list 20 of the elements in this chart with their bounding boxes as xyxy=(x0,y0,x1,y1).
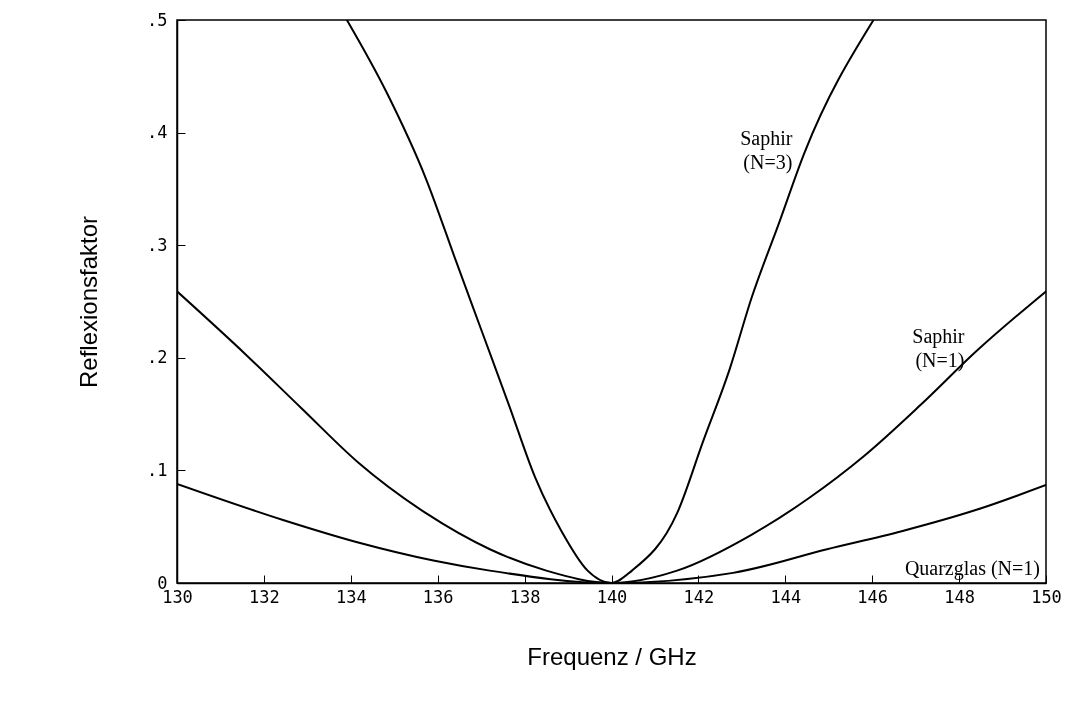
y-tick-label: .5 xyxy=(147,9,168,30)
x-tick-label: 146 xyxy=(857,586,889,607)
x-tick-label: 150 xyxy=(1031,586,1062,607)
x-tick-label: 138 xyxy=(509,586,541,607)
x-tick-label: 148 xyxy=(944,586,975,607)
x-axis-title: Frequenz / GHz xyxy=(527,642,697,670)
x-tick-label: 144 xyxy=(770,586,802,607)
x-tick-label: 134 xyxy=(335,586,367,607)
x-tick-label: 140 xyxy=(596,586,628,607)
y-tick-label: .4 xyxy=(147,122,168,143)
series-label: Saphir (N=3) xyxy=(740,126,793,174)
x-tick-label: 142 xyxy=(683,586,715,607)
series-label: Saphir (N=1) xyxy=(912,325,965,373)
x-tick-label: 132 xyxy=(249,586,280,607)
x-tick-label: 136 xyxy=(422,586,454,607)
y-tick-label: .1 xyxy=(147,459,168,480)
y-tick-label: .2 xyxy=(147,347,168,368)
y-tick-label: .3 xyxy=(147,234,168,255)
series-label: Quarzglas (N=1) xyxy=(904,557,1040,580)
y-axis-title: Reflexionsfaktor xyxy=(75,215,103,389)
